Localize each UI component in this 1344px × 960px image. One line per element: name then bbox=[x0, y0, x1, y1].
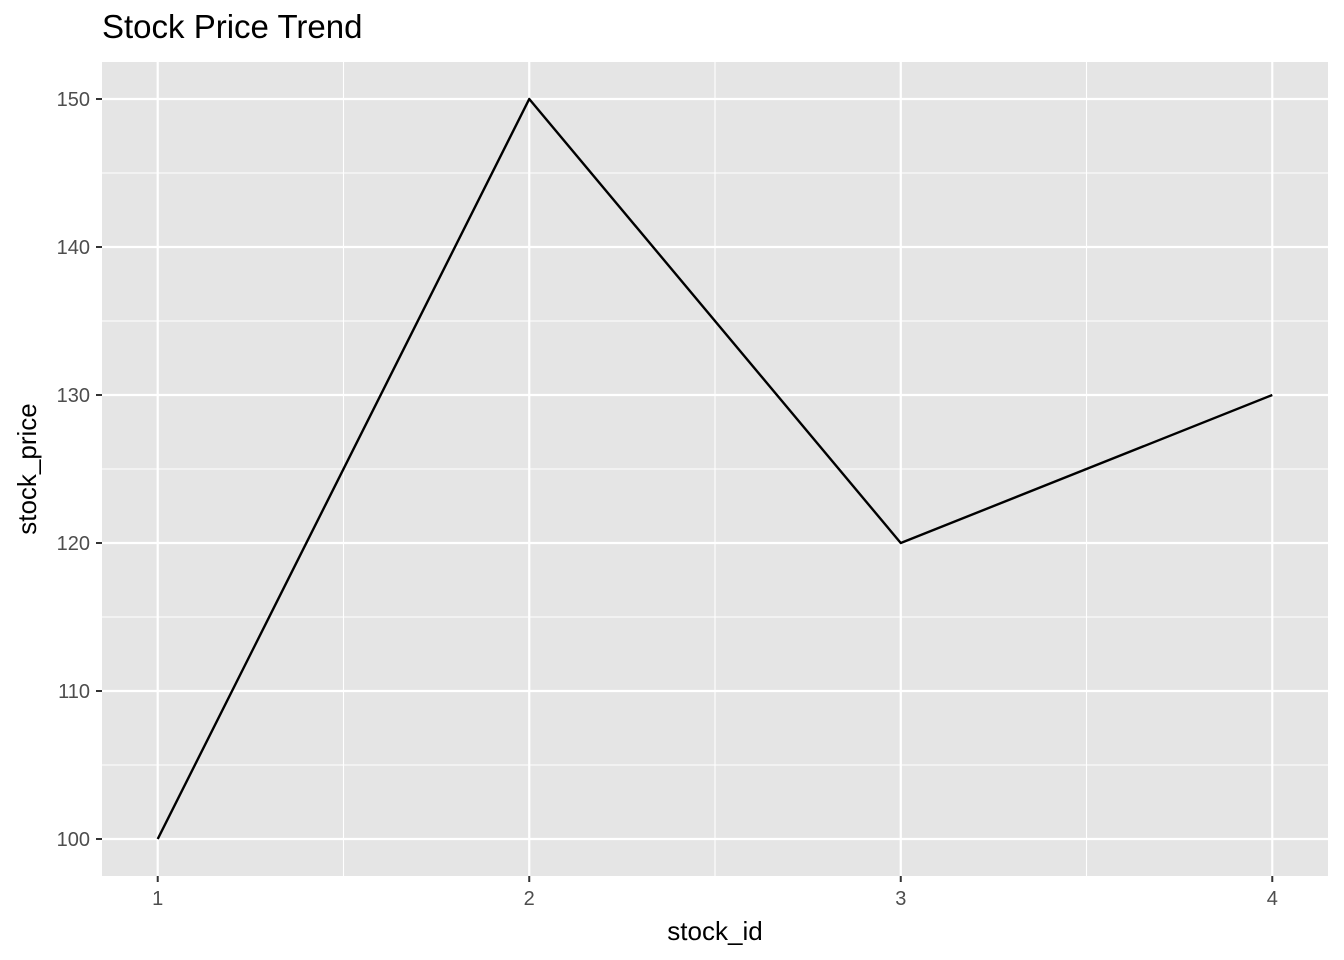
y-tick-label: 100 bbox=[57, 829, 90, 851]
y-tick-label: 140 bbox=[57, 237, 90, 259]
y-axis-title: stock_price bbox=[12, 403, 42, 535]
y-axis: 100 110 120 130 140 150 bbox=[57, 89, 102, 851]
y-tick-label: 150 bbox=[57, 89, 90, 111]
x-axis: 1 2 3 4 bbox=[152, 876, 1278, 910]
chart-title: Stock Price Trend bbox=[102, 8, 363, 45]
x-axis-title: stock_id bbox=[667, 916, 762, 946]
x-tick-label: 3 bbox=[895, 888, 906, 910]
x-tick-label: 1 bbox=[152, 888, 163, 910]
x-tick-label: 4 bbox=[1267, 888, 1278, 910]
y-tick-label: 130 bbox=[57, 385, 90, 407]
x-tick-label: 2 bbox=[524, 888, 535, 910]
y-tick-label: 120 bbox=[57, 533, 90, 555]
series-line-0 bbox=[156, 97, 1273, 840]
y-tick-label: 110 bbox=[58, 681, 90, 703]
series-layer bbox=[156, 97, 1273, 840]
